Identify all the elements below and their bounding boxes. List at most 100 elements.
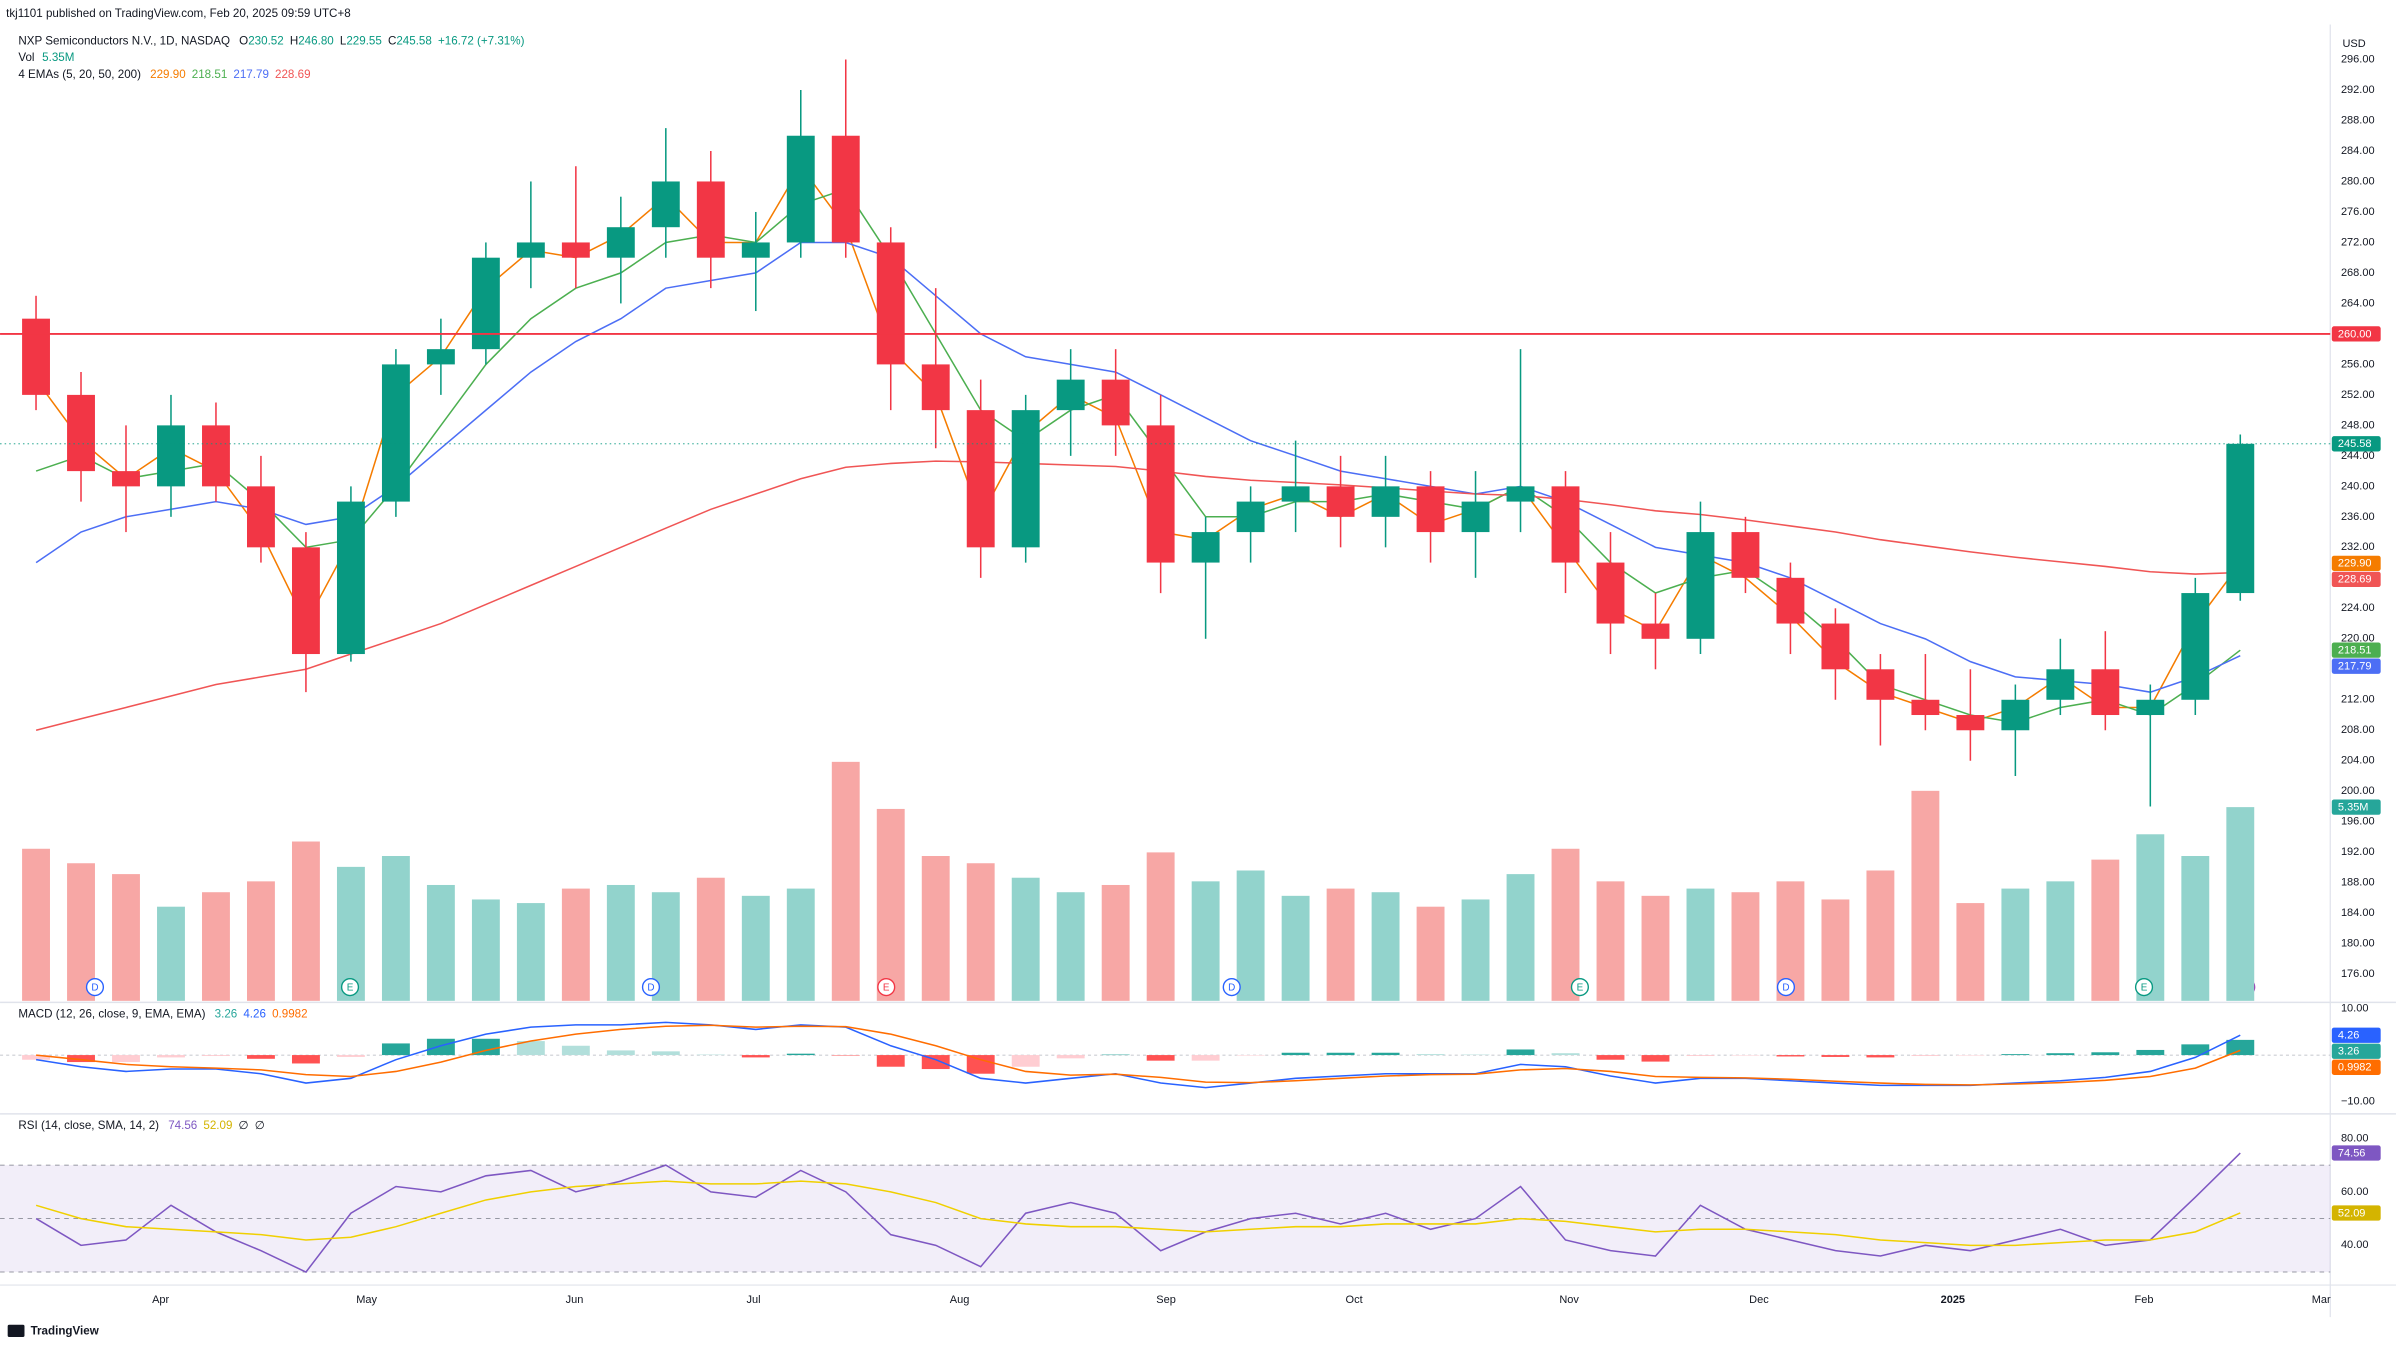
y-tick-label: 236.00 bbox=[2341, 511, 2375, 523]
volume-bar bbox=[921, 856, 950, 1001]
ema_legend-value: 217.79 bbox=[233, 68, 269, 81]
y-tick-label: 280.00 bbox=[2341, 175, 2375, 187]
macd-histogram-bar bbox=[2226, 1039, 2255, 1056]
volume-bar bbox=[516, 903, 545, 1001]
candle-body bbox=[336, 501, 365, 655]
y-tick-label: 208.00 bbox=[2341, 724, 2375, 736]
y-tick-label: 248.00 bbox=[2341, 419, 2375, 431]
price-tag-label: 228.69 bbox=[2338, 574, 2372, 586]
volume-bar bbox=[157, 906, 185, 1001]
candle-body bbox=[1866, 669, 1895, 700]
candle-body bbox=[1326, 486, 1355, 517]
event-label: E bbox=[883, 982, 890, 993]
y-tick-label: 272.00 bbox=[2341, 236, 2375, 248]
y-tick-label: 200.00 bbox=[2341, 785, 2375, 797]
event-marker bbox=[2134, 978, 2154, 997]
volume-bar bbox=[112, 874, 140, 1001]
candle-body bbox=[1101, 379, 1130, 426]
price-tag-label: 74.56 bbox=[2338, 1147, 2366, 1159]
y-tick-label: 40.00 bbox=[2341, 1239, 2369, 1251]
price-tag bbox=[2331, 1145, 2381, 1161]
rsi_legend-value: 52.09 bbox=[203, 1119, 232, 1132]
macd-histogram-bar bbox=[1686, 1055, 1715, 1057]
price-tag bbox=[2331, 571, 2381, 588]
candle-body bbox=[2136, 699, 2165, 716]
macd-histogram-bar bbox=[1866, 1055, 1895, 1058]
macd-histogram-bar bbox=[1911, 1055, 1940, 1057]
y-tick-label: 60.00 bbox=[2341, 1186, 2369, 1198]
volume-legend: Vol bbox=[18, 51, 34, 64]
macd-histogram-bar bbox=[202, 1055, 230, 1057]
volume-bar bbox=[2181, 856, 2210, 1001]
candle-body bbox=[157, 425, 185, 487]
candle-body bbox=[651, 181, 680, 228]
volume-bar bbox=[1461, 899, 1490, 1001]
volume-bar bbox=[291, 841, 320, 1001]
candle-body bbox=[1371, 486, 1400, 517]
rsi_legend-name: RSI (14, close, SMA, 14, 2) bbox=[18, 1119, 159, 1132]
event-marker bbox=[340, 978, 360, 997]
event-label: D bbox=[91, 982, 98, 993]
y-tick-label: 256.00 bbox=[2341, 358, 2375, 370]
price-tag-label: 218.51 bbox=[2338, 645, 2372, 657]
candle-body bbox=[1956, 715, 1985, 731]
x-tick-label: Dec bbox=[1749, 1294, 1769, 1306]
macd-histogram-bar bbox=[22, 1055, 50, 1060]
volume-bar bbox=[966, 863, 995, 1001]
macd-histogram-bar bbox=[1551, 1053, 1580, 1056]
volume-bar bbox=[2046, 881, 2075, 1001]
volume-bar bbox=[831, 761, 860, 1001]
price-tag-label: 245.58 bbox=[2338, 438, 2372, 450]
y-tick-label: 240.00 bbox=[2341, 480, 2375, 492]
macd_legend-value: 3.26 bbox=[215, 1008, 238, 1021]
candle-body bbox=[741, 242, 770, 258]
price-tag bbox=[2331, 1205, 2381, 1221]
macd-histogram-bar bbox=[921, 1055, 950, 1070]
macd-histogram-bar bbox=[2136, 1049, 2165, 1056]
macd-histogram-bar bbox=[112, 1055, 140, 1063]
rsi-line bbox=[35, 1180, 2241, 1247]
y-tick-label: 10.00 bbox=[2341, 1002, 2369, 1014]
price-tag bbox=[2331, 1059, 2381, 1075]
y-tick-label: 188.00 bbox=[2341, 877, 2375, 889]
y-tick-label: 252.00 bbox=[2341, 389, 2375, 401]
macd-line bbox=[35, 1021, 2241, 1089]
y-tick-label: 180.00 bbox=[2341, 938, 2375, 950]
macd-histogram-bar bbox=[1596, 1055, 1625, 1060]
event-marker bbox=[641, 978, 661, 997]
macd-histogram-bar bbox=[606, 1050, 635, 1056]
volume-bar bbox=[67, 863, 95, 1001]
event-label: E bbox=[2141, 982, 2148, 993]
macd-histogram-bar bbox=[1056, 1055, 1085, 1059]
candle-body bbox=[1011, 410, 1040, 548]
volume-bar bbox=[1956, 903, 1985, 1001]
y-tick-label: 192.00 bbox=[2341, 846, 2375, 858]
macd-histogram-bar bbox=[157, 1055, 185, 1058]
y-tick-label: 80.00 bbox=[2341, 1132, 2369, 1144]
event-label: E bbox=[1577, 982, 1584, 993]
volume-bar bbox=[1416, 906, 1445, 1001]
volume-bar bbox=[1506, 874, 1535, 1001]
macd-histogram-bar bbox=[1371, 1052, 1400, 1056]
volume-bar bbox=[2226, 807, 2255, 1001]
volume-bar bbox=[1371, 892, 1400, 1001]
volume-bar bbox=[247, 881, 275, 1001]
candle-body bbox=[966, 410, 995, 548]
macd-histogram-bar bbox=[247, 1055, 275, 1059]
y-tick-label: 288.00 bbox=[2341, 114, 2375, 126]
volume-bar bbox=[1236, 870, 1265, 1001]
x-tick-label: Oct bbox=[1346, 1294, 1363, 1306]
candle-body bbox=[1236, 501, 1265, 533]
event-label: D bbox=[647, 982, 654, 993]
macd-histogram-bar bbox=[2181, 1044, 2210, 1056]
candle-body bbox=[1911, 699, 1940, 716]
symbol: NXP Semiconductors N.V., 1D, NASDAQ bbox=[18, 34, 230, 47]
volume-bar bbox=[1101, 884, 1130, 1001]
y-tick-label: 232.00 bbox=[2341, 541, 2375, 553]
candle-body bbox=[2091, 669, 2120, 716]
ohlc-value: 230.52 bbox=[248, 34, 284, 47]
price-tag-label: 5.35M bbox=[2338, 801, 2369, 813]
macd-histogram-bar bbox=[1011, 1055, 1040, 1067]
price-tag-label: 217.79 bbox=[2338, 661, 2372, 673]
